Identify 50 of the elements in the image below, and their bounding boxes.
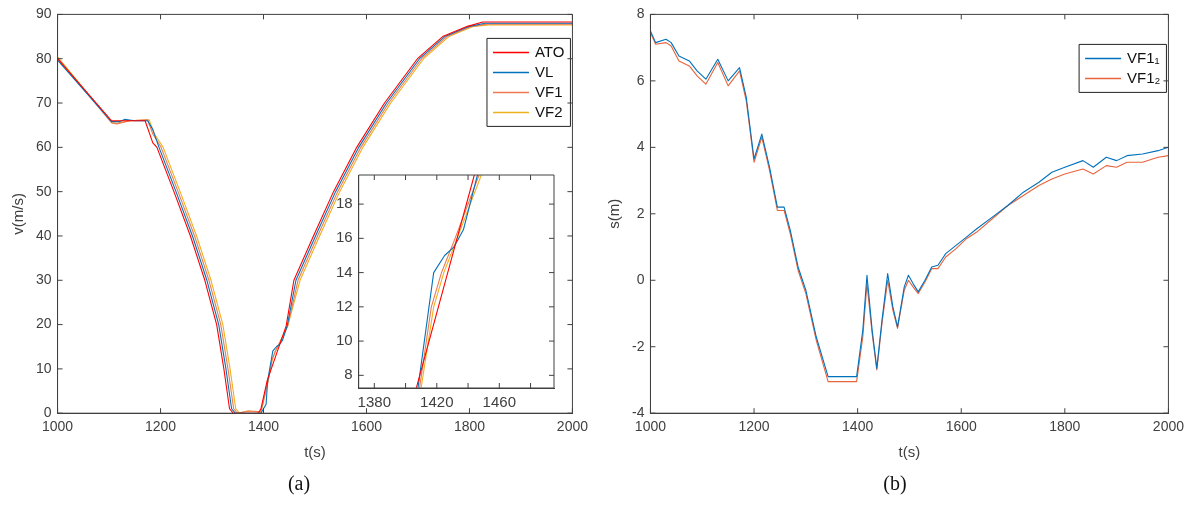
legend-label: VL [534,62,554,80]
y-tick-label: 10 [336,331,353,349]
x-tick-label: 1200 [738,418,770,435]
y-tick-label: 60 [35,138,52,155]
x-tick-label: 2000 [1152,418,1185,435]
y-tick-label: 0 [43,404,52,421]
x-tick-label: 1800 [1049,418,1081,435]
y-tick-label: 14 [336,262,353,280]
legend-label: ATO [534,42,565,60]
x-tick-label: 1800 [453,418,486,435]
y-tick-label: 30 [35,271,52,288]
x-tick-label: 1000 [634,418,667,435]
y-tick-label: 6 [636,71,645,88]
x-tick-label: 1420 [420,393,454,411]
y-tick-label: 70 [35,93,52,110]
legend-label: VF1 [534,82,563,100]
y-tick-label: 8 [344,365,353,383]
x-tick-label: 1460 [482,393,516,411]
y-tick-label: 50 [35,182,52,199]
y-tick-label: -4 [632,404,645,421]
y-tick-label: -2 [632,337,645,354]
y-axis-title: s(m) [605,198,623,229]
legend-label: VF1₂ [1127,68,1161,86]
x-tick-label: 2000 [556,418,589,435]
y-tick-label: 2 [636,204,645,221]
x-axis-title: t(s) [304,443,326,461]
y-tick-label: 40 [35,226,52,243]
y-tick-label: 10 [35,359,52,376]
legend-label: VF1₁ [1127,48,1160,66]
text: (a) [286,472,312,495]
y-tick-label: 0 [636,271,645,288]
y-axis-title: v(m/s) [9,192,27,235]
x-tick-label: 1000 [41,418,74,435]
y-tick-label: 18 [336,194,353,212]
y-tick-label: 12 [336,296,353,314]
y-tick-label: 4 [636,138,645,155]
y-tick-label: 90 [35,5,52,22]
legend-label: VF2 [534,102,563,120]
y-tick-label: 8 [636,5,645,22]
x-axis-title: t(s) [898,443,921,461]
x-tick-label: 1400 [842,418,874,435]
x-tick-label: 1400 [247,418,280,435]
x-tick-label: 1600 [350,418,383,435]
x-tick-label: 1380 [357,393,391,411]
y-tick-label: 80 [35,49,52,66]
y-tick-label: 16 [336,228,353,246]
x-tick-label: 1600 [945,418,978,435]
y-tick-label: 20 [35,315,52,332]
text: (b) [882,472,908,495]
x-tick-label: 1200 [144,418,177,435]
